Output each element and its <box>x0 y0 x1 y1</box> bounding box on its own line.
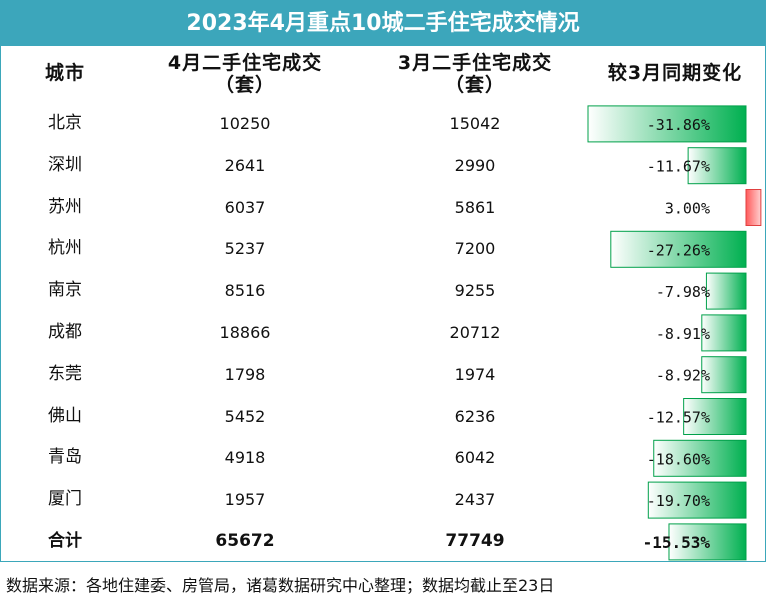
bar-杭州 <box>610 230 747 268</box>
row-march-count: 5861 <box>454 197 496 217</box>
bar-佛山 <box>683 398 747 435</box>
row-april-count: 6037 <box>224 197 266 217</box>
row-april-count: 2641 <box>224 155 266 175</box>
row-city: 厦门 <box>48 489 82 510</box>
change-label-厦门: -19.70% <box>647 492 710 510</box>
row-march-count: 15042 <box>449 114 501 133</box>
row-april-count: 8516 <box>224 281 266 301</box>
bar-青岛 <box>653 439 747 477</box>
change-label-成都: -8.91% <box>656 325 710 343</box>
row-city: 北京 <box>48 113 82 133</box>
bar-苏州 <box>745 189 762 226</box>
bar-深圳 <box>687 147 747 185</box>
table-title: 2023年4月重点10城二手住宅成交情况 <box>0 0 766 46</box>
header-april: 4月二手住宅成交 （套） <box>150 52 340 96</box>
row-april-count: 10250 <box>219 114 271 133</box>
bar-厦门 <box>647 481 747 519</box>
footer-source: 数据来源：各地住建委、房管局，诸葛数据研究中心整理；数据均截止至23日 <box>6 576 555 595</box>
row-march-count: 7200 <box>454 239 496 259</box>
row-april-count: 4918 <box>224 448 266 468</box>
row-march-count: 6236 <box>454 406 496 426</box>
total-city: 合计 <box>48 531 82 551</box>
row-city: 东莞 <box>48 363 82 384</box>
bar-东莞 <box>701 356 747 394</box>
row-city: 苏州 <box>48 196 82 217</box>
row-april-count: 1957 <box>224 490 266 510</box>
row-april-count: 5452 <box>224 406 266 426</box>
total-march-count: 77749 <box>445 531 505 551</box>
header-march-line1: 3月二手住宅成交 <box>397 52 553 74</box>
total-april-count: 65672 <box>215 531 275 551</box>
row-march-count: 2990 <box>454 155 496 175</box>
table-frame <box>0 0 766 562</box>
row-city: 青岛 <box>48 447 82 468</box>
row-city: 南京 <box>48 280 82 301</box>
bar-北京 <box>587 105 747 143</box>
row-city: 杭州 <box>48 238 82 259</box>
row-city: 佛山 <box>48 405 82 426</box>
change-label-杭州: -27.26% <box>647 241 710 259</box>
row-march-count: 2437 <box>454 490 496 510</box>
row-april-count: 18866 <box>219 323 271 342</box>
bar-合计 <box>668 523 747 561</box>
row-march-count: 6042 <box>454 448 496 468</box>
change-label-佛山: -12.57% <box>647 409 710 427</box>
row-april-count: 5237 <box>224 239 266 259</box>
change-label-东莞: -8.92% <box>656 367 710 385</box>
header-city: 城市 <box>44 62 85 84</box>
row-april-count: 1798 <box>224 364 266 384</box>
change-bar-chart: -31.86% -11.67% 3.00% -27.26% -7.98% -8.91% -8… <box>587 105 762 561</box>
header-april-line1: 4月二手住宅成交 <box>167 52 323 74</box>
change-label-青岛: -18.60% <box>647 450 710 468</box>
header-change: 较3月同期变化 <box>607 62 743 84</box>
row-city: 深圳 <box>48 154 82 175</box>
row-march-count: 20712 <box>449 323 501 342</box>
row-city: 成都 <box>48 322 82 342</box>
change-label-深圳: -11.67% <box>647 158 710 176</box>
change-label-合计: -15.53% <box>643 533 711 552</box>
bar-南京 <box>705 272 747 310</box>
header-march: 3月二手住宅成交 （套） <box>375 52 575 96</box>
row-march-count: 1974 <box>454 364 496 384</box>
change-label-苏州: 3.00% <box>665 200 710 218</box>
change-label-南京: -7.98% <box>656 283 710 301</box>
row-march-count: 9255 <box>454 281 496 301</box>
bar-成都 <box>701 314 747 352</box>
change-label-北京: -31.86% <box>647 116 710 134</box>
header-april-line2: （套） <box>214 74 275 96</box>
header-march-line2: （套） <box>444 74 505 96</box>
